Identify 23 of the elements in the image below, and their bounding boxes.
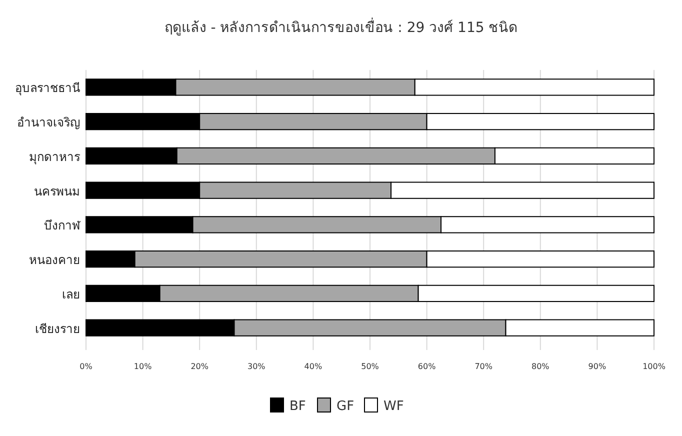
y-tick-label: หนองคาย bbox=[29, 253, 80, 268]
y-tick-label: มุกดาหาร bbox=[29, 150, 81, 165]
y-tick-label: นครพนม bbox=[34, 184, 80, 198]
legend-label: GF bbox=[336, 399, 354, 414]
legend-label: BF bbox=[290, 399, 306, 414]
x-tick-label: 10% bbox=[134, 362, 152, 371]
x-tick-label: 100% bbox=[642, 362, 666, 371]
y-tick-label: เชียงราย bbox=[35, 322, 80, 336]
y-tick-label: อุบลราชธานี bbox=[15, 81, 80, 96]
x-tick-label: 20% bbox=[190, 362, 209, 371]
x-tick-label: 80% bbox=[532, 362, 550, 371]
chart-title: ฤดูแล้ง - หลังการดำเนินการของเขื่อน : 29 วงศ์ 115 ชนิด bbox=[164, 18, 518, 36]
y-tick-label: อำนาจเจริญ bbox=[17, 116, 80, 130]
y-tick-label: เลย bbox=[62, 287, 80, 302]
x-tick-label: 50% bbox=[361, 362, 380, 371]
x-tick-label: 70% bbox=[474, 362, 493, 371]
x-tick-label: 40% bbox=[304, 362, 322, 371]
x-tick-label: 30% bbox=[248, 362, 266, 371]
y-tick-label: บึงกาฬ bbox=[44, 218, 81, 233]
x-tick-label: 90% bbox=[588, 362, 606, 371]
legend-label: WF bbox=[384, 399, 404, 414]
x-tick-label: 60% bbox=[418, 362, 436, 371]
x-tick-label: 0% bbox=[80, 362, 93, 371]
